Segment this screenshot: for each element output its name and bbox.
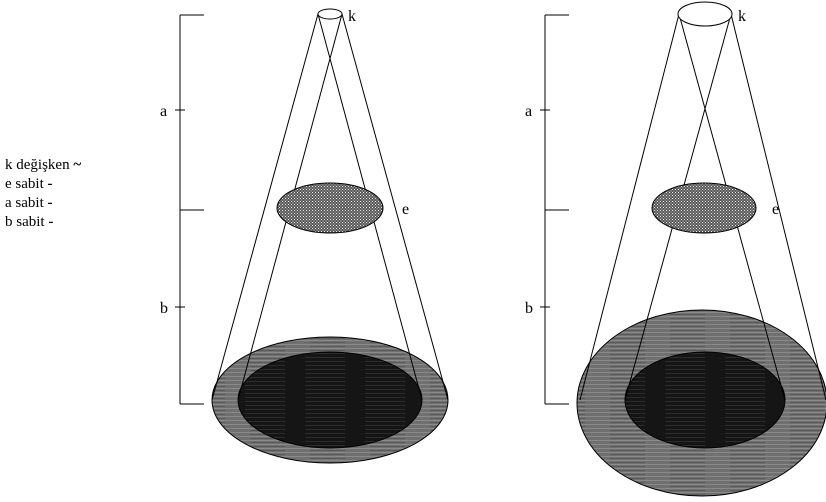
legend-mark-b: -	[48, 214, 54, 230]
legend-mark-a: -	[47, 195, 53, 211]
left-source-k	[317, 8, 343, 20]
right-dimension-bracket	[540, 14, 569, 405]
left-label-k: k	[348, 8, 356, 25]
left-lens-e	[276, 182, 384, 234]
left-dimension-bracket	[175, 14, 204, 405]
left-inner-disc	[237, 351, 423, 449]
legend-mark-e: -	[47, 176, 53, 192]
legend-text-k: k değişken	[5, 157, 70, 173]
legend-mark-k: ~	[73, 157, 82, 173]
legend-row-b: b sabit -	[5, 213, 81, 232]
legend-row-k: k değişken ~	[5, 156, 81, 175]
right-label-b: b	[525, 300, 533, 317]
left-diagram: a b k e	[160, 8, 449, 464]
legend-text-e: e sabit	[5, 176, 44, 192]
left-label-a: a	[160, 103, 167, 120]
left-label-b: b	[160, 300, 168, 317]
right-diagram: a b k e	[525, 1, 826, 497]
legend-text-a: a sabit	[5, 195, 44, 211]
right-label-k: k	[738, 8, 746, 25]
legend-text-b: b sabit	[5, 214, 45, 230]
right-label-a: a	[525, 103, 532, 120]
left-label-e: e	[402, 201, 409, 218]
legend-row-a: a sabit -	[5, 194, 81, 213]
right-label-e: e	[772, 201, 779, 218]
right-inner-disc	[624, 351, 786, 449]
legend: k değişken ~ e sabit - a sabit - b sabit…	[5, 156, 81, 232]
right-source-k	[677, 1, 733, 27]
legend-row-e: e sabit -	[5, 175, 81, 194]
right-lens-e	[651, 182, 757, 234]
